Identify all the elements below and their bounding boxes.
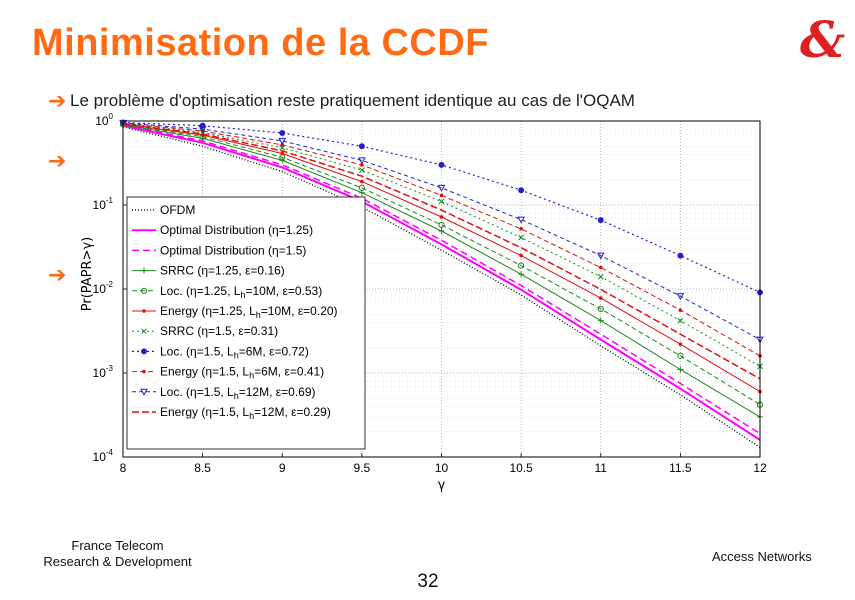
france-telecom-logo: & xyxy=(800,10,846,69)
legend-marker xyxy=(142,369,146,374)
data-point xyxy=(438,228,445,235)
x-tick-label: 8.5 xyxy=(194,461,211,475)
y-tick-label: 10-2 xyxy=(93,280,114,296)
legend-marker xyxy=(142,309,146,313)
series-line xyxy=(122,121,761,293)
data-point xyxy=(518,262,525,269)
series-line xyxy=(122,123,761,380)
data-point xyxy=(598,296,603,300)
x-tick-label: 12 xyxy=(753,461,767,475)
data-point xyxy=(358,184,365,191)
data-point xyxy=(438,161,445,168)
legend-box xyxy=(126,196,366,450)
series-line xyxy=(122,123,761,406)
data-point xyxy=(358,157,366,165)
series-line xyxy=(122,126,761,448)
legend-marker xyxy=(140,287,148,294)
data-point xyxy=(439,193,444,198)
legend-label: Energy (η=1.5, Lh=12M, ε=0.29) xyxy=(160,405,331,421)
x-axis-label: γ xyxy=(438,478,446,493)
arrow-right-icon: ➔ xyxy=(48,263,67,288)
legend-label: Loc. (η=1.25, Lh=10M, ε=0.53) xyxy=(160,284,322,300)
data-point xyxy=(597,273,604,280)
data-point xyxy=(519,253,523,258)
data-point xyxy=(438,198,445,205)
series-line xyxy=(122,122,761,341)
data-point xyxy=(517,216,525,224)
y-tick-label: 10-1 xyxy=(93,196,114,212)
series-line xyxy=(122,123,761,367)
series-line xyxy=(122,124,761,441)
x-tick-label: 9 xyxy=(279,461,286,475)
y-tick-label: 10-3 xyxy=(93,364,114,380)
data-point xyxy=(677,317,684,324)
legend-label: SRRC (η=1.5, ε=0.31) xyxy=(160,324,278,338)
series-line xyxy=(122,124,761,435)
page-number: 32 xyxy=(417,571,439,592)
data-point xyxy=(279,144,286,151)
data-point xyxy=(598,265,603,270)
y-axis-label: Pr(PAPR>γ) xyxy=(80,237,95,311)
data-point xyxy=(597,305,604,312)
data-point xyxy=(678,342,683,347)
x-tick-label: 9.5 xyxy=(354,461,371,475)
y-tick-label: 10-4 xyxy=(93,448,114,464)
data-point xyxy=(437,184,446,192)
data-point xyxy=(360,163,364,167)
arrow-right-icon: ➔ xyxy=(48,149,67,174)
data-point xyxy=(678,308,683,312)
data-point xyxy=(358,143,365,150)
x-tick-label: 11 xyxy=(595,461,608,475)
legend-marker xyxy=(140,388,148,396)
data-point xyxy=(438,221,445,228)
legend-marker xyxy=(141,328,147,335)
bullet-text: Le problème d'optimisation reste pratiqu… xyxy=(70,91,635,109)
data-point xyxy=(597,217,604,224)
x-tick-label: 11.5 xyxy=(669,461,692,475)
data-point xyxy=(519,227,523,231)
data-point xyxy=(677,366,684,373)
legend-label: SRRC (η=1.25, ε=0.16) xyxy=(160,264,285,278)
data-point xyxy=(359,167,365,173)
data-point xyxy=(677,352,684,359)
data-point xyxy=(518,187,525,194)
x-tick-label: 10.5 xyxy=(509,461,533,475)
legend-label: Loc. (η=1.5, Lh=6M, ε=0.72) xyxy=(160,344,309,360)
data-point xyxy=(676,293,685,301)
legend-label: Optimal Distribution (η=1.5) xyxy=(160,243,306,257)
data-point xyxy=(119,119,127,127)
data-point xyxy=(677,252,684,259)
data-point xyxy=(278,137,287,145)
legend-label: OFDM xyxy=(160,203,195,217)
footer-department: Access Networks xyxy=(712,549,812,564)
data-point xyxy=(199,122,206,129)
y-tick-label: 100 xyxy=(95,112,113,128)
footer-org-line: Research & Development xyxy=(43,554,192,569)
legend-label: Optimal Distribution (η=1.25) xyxy=(160,223,313,237)
legend-marker xyxy=(141,267,147,274)
data-point xyxy=(597,317,604,324)
data-point xyxy=(596,252,605,260)
data-point xyxy=(518,271,525,278)
data-point xyxy=(198,126,207,134)
data-point xyxy=(360,179,364,184)
x-tick-label: 8 xyxy=(120,461,127,475)
slide-title: Minimisation de la CCDF xyxy=(32,22,489,64)
data-point xyxy=(518,234,524,241)
legend-label: Energy (η=1.5, Lh=6M, ε=0.41) xyxy=(160,365,324,381)
legend-label: Energy (η=1.25, Lh=10M, ε=0.20) xyxy=(160,304,338,320)
arrow-right-icon: ➔ xyxy=(48,89,67,114)
footer-org-line: France Telecom xyxy=(71,538,164,553)
legend-label: Loc. (η=1.5, Lh=12M, ε=0.69) xyxy=(160,385,316,401)
x-tick-label: 10 xyxy=(435,461,449,475)
footer-organization: France Telecom Research & Development xyxy=(30,538,205,570)
legend-marker xyxy=(140,348,147,355)
data-point xyxy=(279,129,286,136)
data-point xyxy=(280,151,285,156)
data-point xyxy=(439,215,444,219)
